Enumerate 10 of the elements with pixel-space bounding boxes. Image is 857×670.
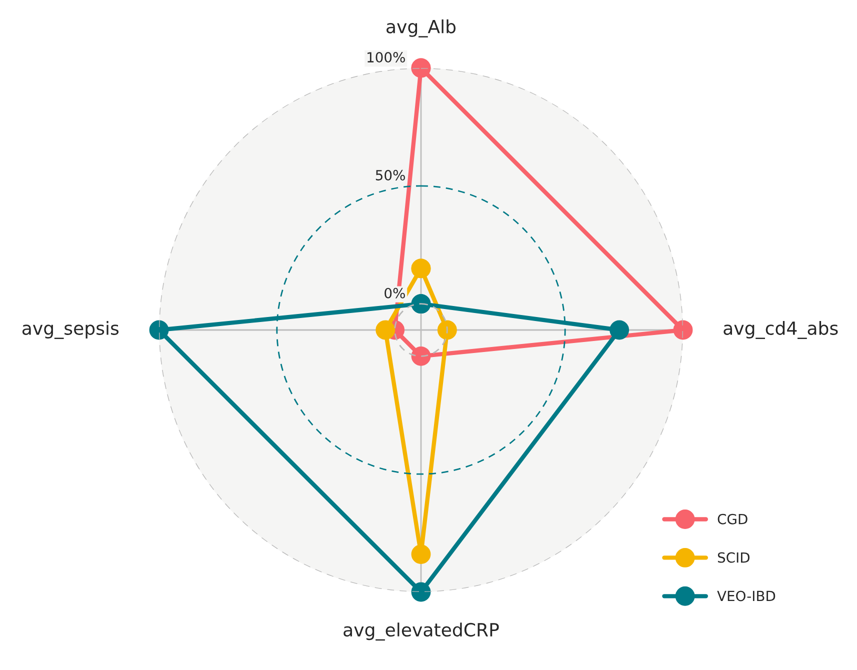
legend-label: CGD	[718, 514, 748, 524]
spoke-label: avg_sepsis	[22, 321, 119, 339]
spoke-label: avg_cd4_abs	[724, 321, 838, 339]
legend-label: VEO-IBD	[717, 590, 776, 602]
y-tick-label: 0%	[384, 288, 405, 298]
y-tick-label: 100%	[368, 52, 405, 63]
y-tick-label: 50%	[376, 170, 405, 180]
spoke-label: avg_Alb	[386, 19, 456, 38]
legend-label: SCID	[718, 552, 750, 563]
spoke-label: avg_elevatedCRP	[344, 622, 499, 641]
